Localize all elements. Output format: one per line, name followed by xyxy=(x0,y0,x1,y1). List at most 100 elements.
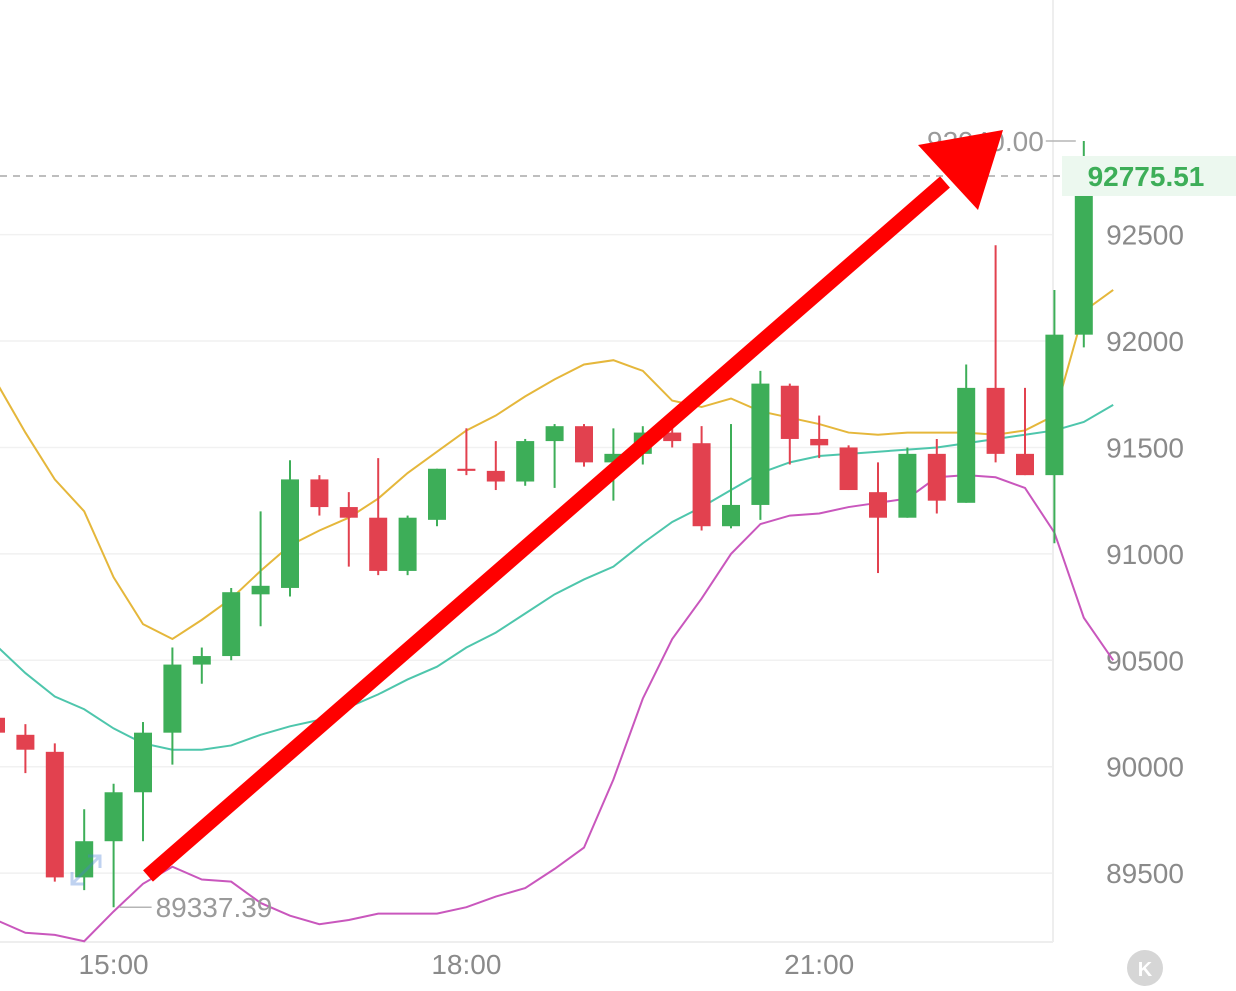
candle-body xyxy=(604,453,623,463)
candle-body xyxy=(45,751,64,878)
up-candle xyxy=(516,438,535,486)
candle-body xyxy=(692,443,711,527)
candles xyxy=(0,140,1093,908)
candle-body xyxy=(75,841,94,878)
candle-body xyxy=(163,664,182,733)
candle-body xyxy=(810,438,829,446)
y-tick-label: 90000 xyxy=(1106,752,1184,783)
candle-body xyxy=(545,426,564,442)
down-candle xyxy=(810,415,829,459)
candle-body xyxy=(1016,453,1034,476)
down-candle xyxy=(45,743,64,882)
up-candle xyxy=(398,515,417,576)
candle-body xyxy=(104,792,123,842)
down-candle xyxy=(339,492,358,567)
trend-arrow-shaft xyxy=(143,176,950,882)
up-candle xyxy=(957,364,976,503)
up-candle xyxy=(428,468,446,527)
x-tick-label: 18:00 xyxy=(431,949,501,980)
down-candle xyxy=(16,724,35,774)
up-candle xyxy=(545,424,564,488)
candle-body xyxy=(927,453,946,501)
down-candle xyxy=(369,458,388,576)
expand-icon-stroke xyxy=(70,854,102,886)
y-tick-label: 90500 xyxy=(1106,645,1184,676)
down-candle xyxy=(663,428,682,448)
y-axis: 92500 92000 91500 91000 90500 90000 89500 xyxy=(1106,220,1184,890)
candle-body xyxy=(486,470,505,482)
x-tick-label: 15:00 xyxy=(79,949,149,980)
candle-body xyxy=(16,734,35,750)
expand-icon-corner xyxy=(88,854,102,868)
candle-body xyxy=(575,426,593,463)
candle-body xyxy=(839,447,858,491)
candle-body xyxy=(457,468,476,471)
trend-arrow xyxy=(143,130,1003,882)
down-candle xyxy=(692,426,711,531)
candle-body xyxy=(398,517,417,571)
candle-body xyxy=(222,592,241,657)
candle-body xyxy=(428,468,446,520)
y-tick-label: 91500 xyxy=(1106,432,1184,463)
kline-button-circle xyxy=(1127,950,1163,986)
expand-icon xyxy=(70,854,102,886)
up-candle xyxy=(134,722,152,842)
candle-body xyxy=(780,385,799,439)
candle-body xyxy=(663,432,682,442)
up-candle xyxy=(1045,289,1064,544)
down-candle xyxy=(1016,387,1034,476)
up-candle xyxy=(75,809,94,891)
down-candle xyxy=(927,438,946,514)
down-candle xyxy=(869,462,887,574)
down-candle xyxy=(486,441,505,491)
up-candle xyxy=(222,587,241,661)
y-tick-label: 91000 xyxy=(1106,539,1184,570)
candle-body xyxy=(986,387,1005,454)
up-candle xyxy=(104,783,123,908)
candle-body xyxy=(1074,175,1093,335)
candle-body xyxy=(516,441,535,482)
candle-body xyxy=(1045,334,1064,476)
bollinger-bands xyxy=(0,289,1115,943)
up-candle xyxy=(281,460,299,597)
down-candle xyxy=(839,445,858,491)
kline-button[interactable]: K xyxy=(1127,950,1163,986)
down-candle xyxy=(310,475,329,516)
trend-arrow-head xyxy=(918,130,1003,210)
candle-body xyxy=(134,732,152,793)
candle-body xyxy=(251,585,270,595)
down-candle xyxy=(0,717,5,733)
up-candle xyxy=(192,647,211,684)
up-candle xyxy=(751,370,770,520)
candle-body xyxy=(310,479,329,508)
annotations: 92775.5192940.0089337.39 xyxy=(0,126,1236,923)
low-label: 89337.39 xyxy=(156,892,273,923)
candle-body xyxy=(281,479,299,588)
expand-icon-corner xyxy=(70,872,84,886)
down-candle xyxy=(780,383,799,465)
up-candle xyxy=(251,511,270,627)
y-tick-label: 89500 xyxy=(1106,858,1184,889)
candle-body xyxy=(339,507,358,518)
candle-body xyxy=(192,656,211,665)
bb-upper-line xyxy=(0,289,1114,641)
down-candle xyxy=(575,424,593,467)
down-candle xyxy=(457,428,476,476)
candle-body xyxy=(722,504,740,527)
last-price-badge xyxy=(1062,155,1236,196)
x-tick-label: 21:00 xyxy=(784,949,854,980)
last-price-label: 92775.51 xyxy=(1088,161,1205,192)
candle-body xyxy=(751,383,770,505)
x-axis: 15:00 18:00 21:00 xyxy=(79,949,855,980)
up-candle xyxy=(898,447,917,518)
candle-body xyxy=(898,453,917,518)
candle-body xyxy=(957,387,976,503)
up-candle xyxy=(722,424,740,529)
y-tick-label: 92500 xyxy=(1106,220,1184,251)
kline-button-label: K xyxy=(1138,959,1153,981)
down-candle xyxy=(986,245,1005,463)
y-tick-label: 92000 xyxy=(1106,326,1184,357)
candle-body xyxy=(869,492,887,518)
candle-body xyxy=(369,517,388,571)
